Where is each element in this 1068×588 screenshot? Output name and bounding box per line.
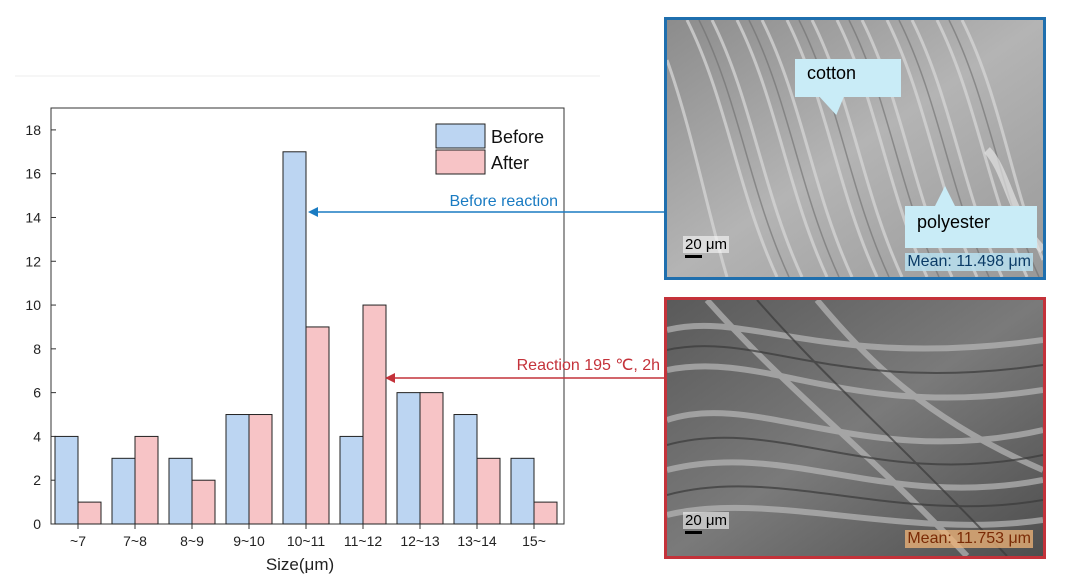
sem-image-after: 20 μm Mean: 11.753 μm bbox=[664, 297, 1046, 559]
bar-after-6 bbox=[419, 392, 444, 525]
y-tick-label: 10 bbox=[25, 297, 41, 313]
bar-after-1 bbox=[134, 435, 159, 525]
legend-label-after: After bbox=[491, 153, 529, 173]
bar-after-8 bbox=[533, 501, 558, 525]
before-reaction-label: Before reaction bbox=[449, 193, 558, 210]
bar-before-3 bbox=[225, 414, 250, 525]
x-tick-label: 9~10 bbox=[233, 533, 265, 549]
bar-before-2 bbox=[168, 457, 193, 525]
bar-after-5 bbox=[362, 304, 387, 525]
legend-label-before: Before bbox=[491, 127, 544, 147]
bar-after-7 bbox=[476, 457, 501, 525]
bar-before-7 bbox=[453, 414, 478, 525]
y-tick-label: 16 bbox=[25, 166, 41, 182]
bar-before-0 bbox=[54, 435, 79, 525]
x-tick-label: 15~ bbox=[522, 533, 546, 549]
sem-image-before: cotton polyester 20 μm Mean: 11.498 μm bbox=[664, 17, 1046, 280]
callout-cotton: cotton bbox=[795, 59, 901, 97]
x-tick-label: 10~11 bbox=[287, 533, 325, 549]
bar-before-1 bbox=[111, 457, 136, 525]
x-tick-label: 7~8 bbox=[123, 533, 147, 549]
bar-after-2 bbox=[191, 479, 216, 525]
reaction-arrowhead bbox=[385, 373, 395, 383]
x-tick-label: ~7 bbox=[70, 533, 86, 549]
bar-before-4 bbox=[282, 151, 307, 525]
legend-swatch-after bbox=[435, 149, 486, 175]
sem-texture-after bbox=[667, 300, 1043, 556]
y-tick-label: 2 bbox=[33, 472, 41, 488]
x-tick-label: 11~12 bbox=[344, 533, 382, 549]
bar-before-6 bbox=[396, 392, 421, 525]
y-tick-label: 0 bbox=[33, 516, 41, 532]
mean-before: Mean: 11.498 μm bbox=[905, 253, 1033, 271]
x-tick-label: 8~9 bbox=[180, 533, 204, 549]
before-reaction-arrowhead bbox=[308, 207, 318, 217]
x-axis-label: Size(μm) bbox=[266, 555, 334, 574]
y-tick-label: 12 bbox=[25, 253, 41, 269]
bar-after-0 bbox=[77, 501, 102, 525]
bar-before-8 bbox=[510, 457, 535, 525]
bar-after-4 bbox=[305, 326, 330, 525]
mean-after: Mean: 11.753 μm bbox=[905, 530, 1033, 548]
x-tick-label: 12~13 bbox=[400, 533, 440, 549]
reaction-condition-label: Reaction 195 ℃, 2h bbox=[517, 357, 660, 374]
y-tick-label: 8 bbox=[33, 341, 41, 357]
callout-polyester: polyester bbox=[905, 186, 1037, 248]
scale-bar-after bbox=[685, 531, 702, 534]
scale-bar-before bbox=[685, 255, 702, 258]
y-tick-label: 18 bbox=[25, 122, 41, 138]
y-tick-label: 4 bbox=[33, 428, 41, 444]
x-tick-label: 13~14 bbox=[457, 533, 497, 549]
y-tick-label: 6 bbox=[33, 385, 41, 401]
bar-after-3 bbox=[248, 414, 273, 525]
bar-before-5 bbox=[339, 435, 364, 525]
scale-label-after: 20 μm bbox=[683, 512, 729, 529]
legend-swatch-before bbox=[435, 123, 486, 149]
y-tick-label: 14 bbox=[25, 209, 41, 225]
scale-label-before: 20 μm bbox=[683, 236, 729, 253]
